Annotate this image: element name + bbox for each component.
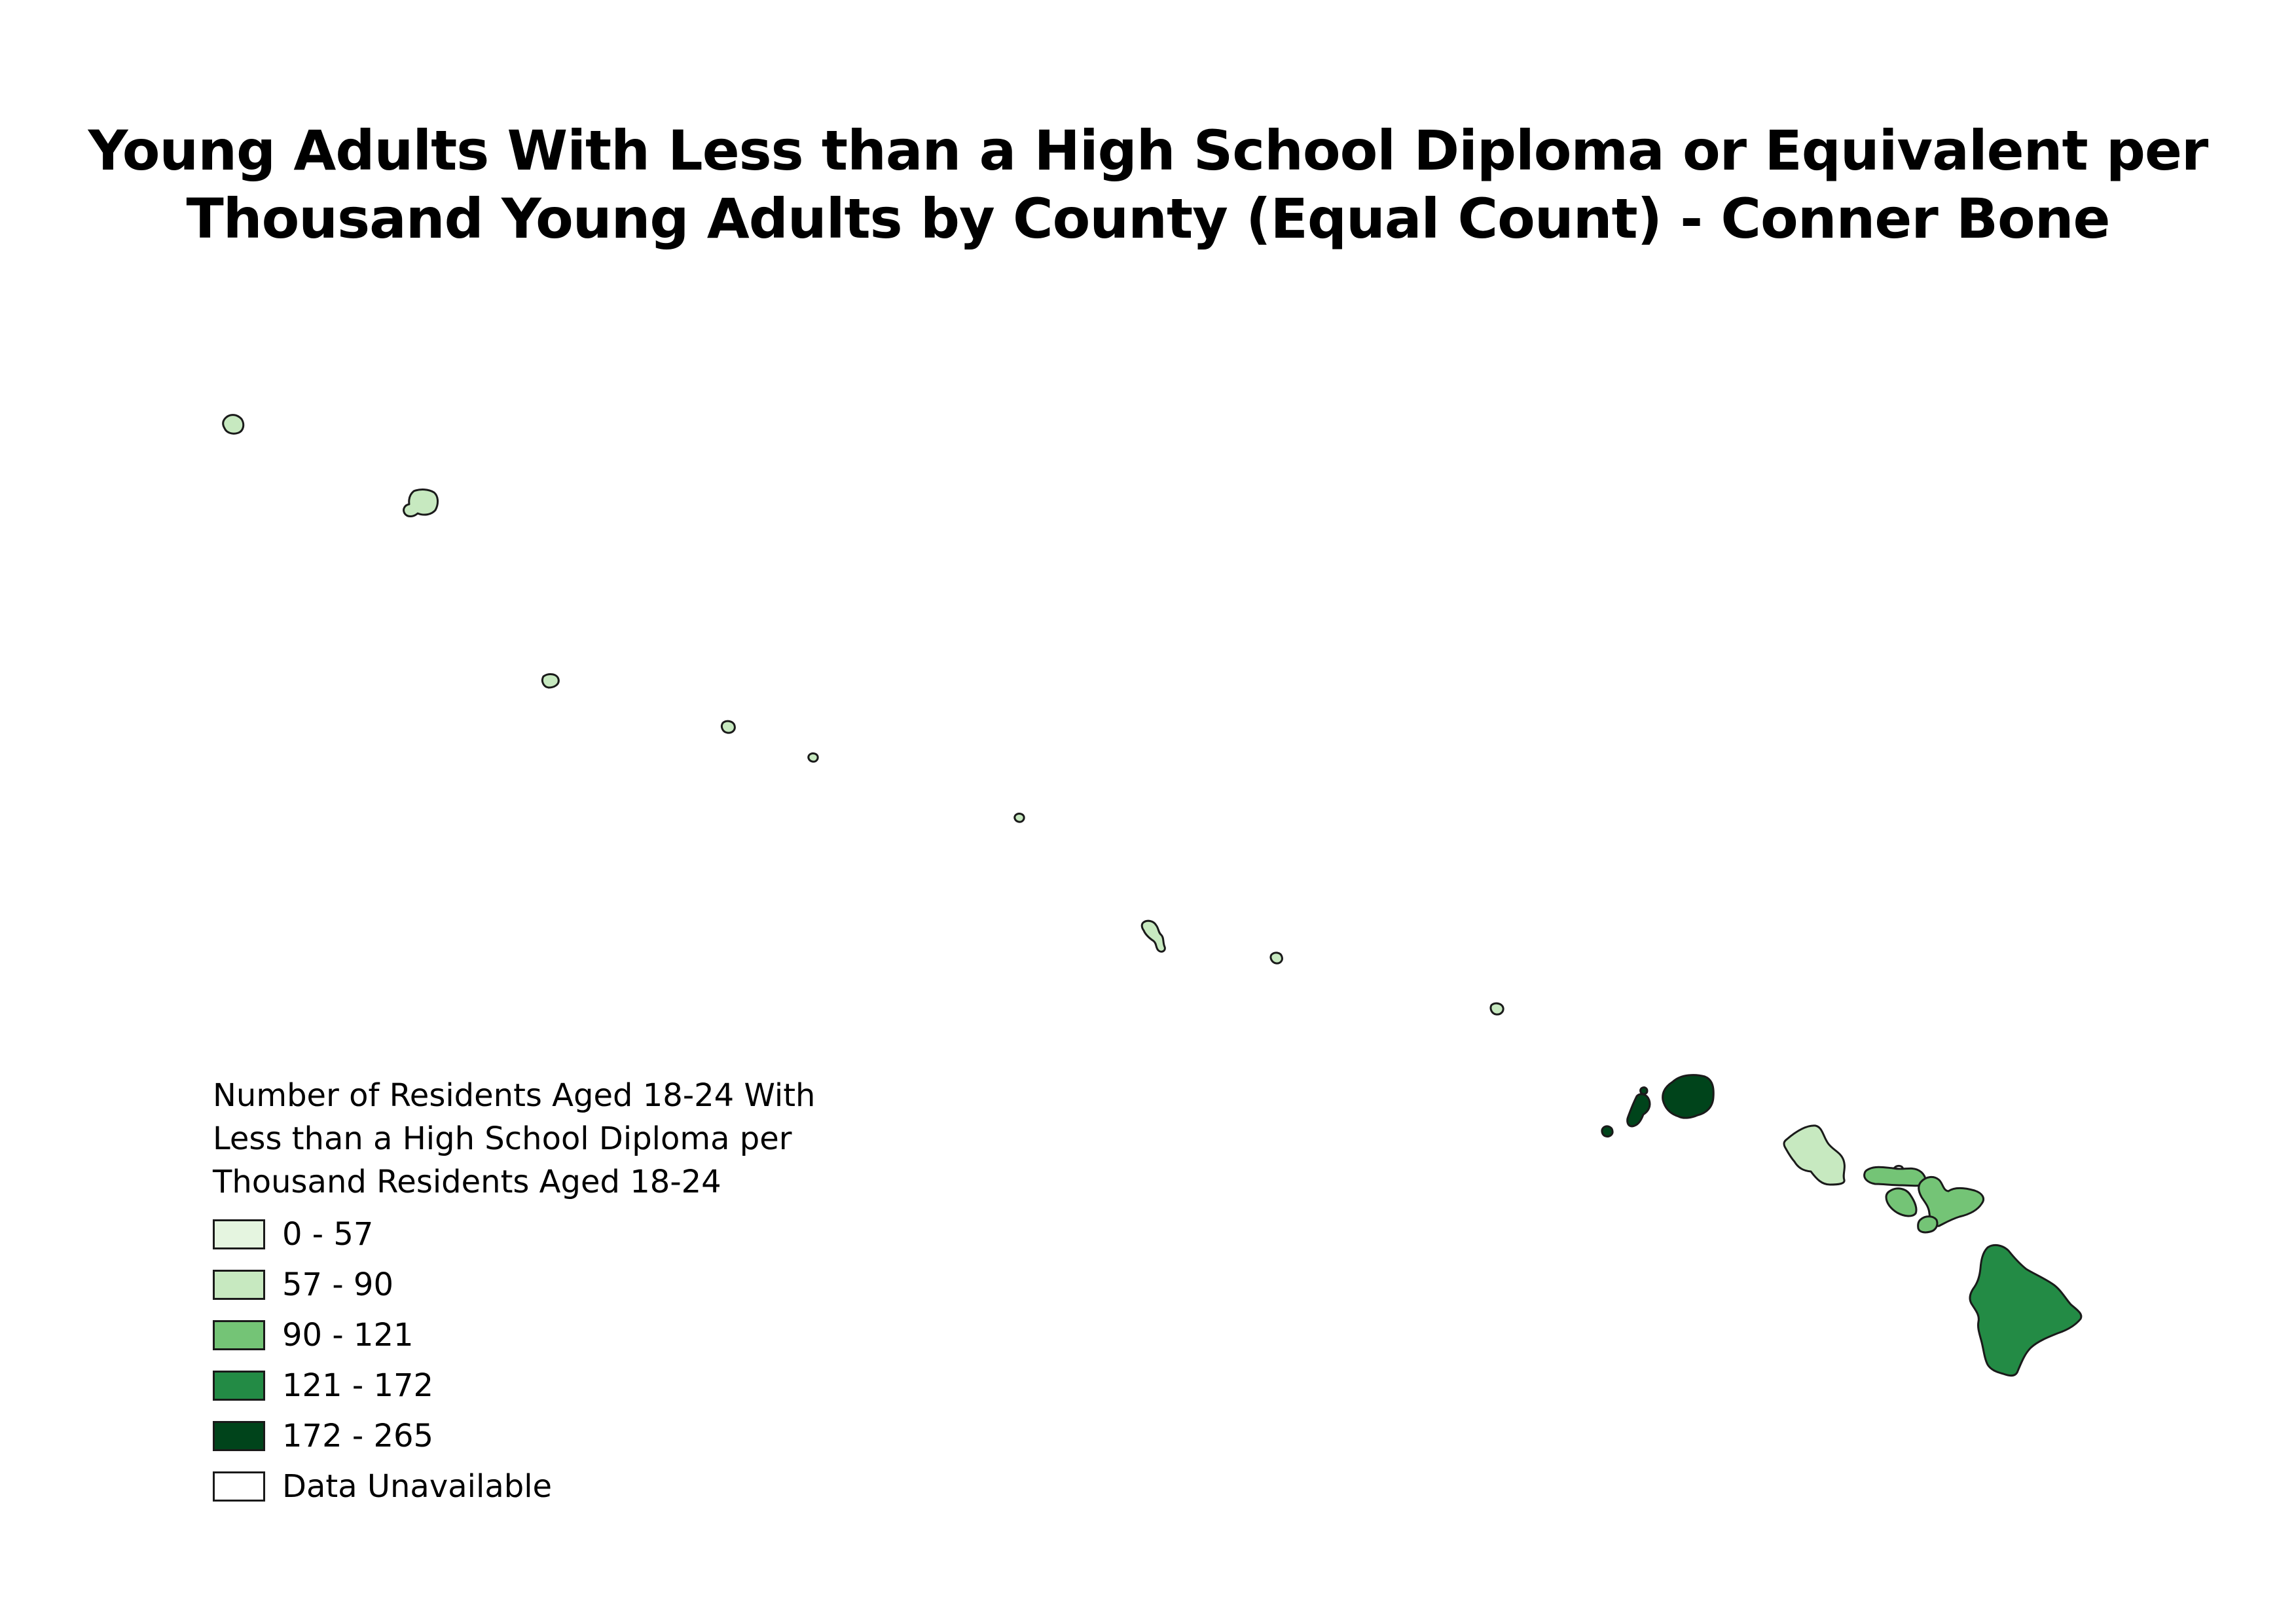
map-regions xyxy=(222,414,2083,1377)
region-nihoa xyxy=(1489,1002,1504,1016)
kahoolawe-island-shape xyxy=(1917,1215,1939,1234)
kauai-island-shape xyxy=(1662,1074,1715,1119)
region-maui-county xyxy=(1863,1166,1984,1234)
molokai-island-shape xyxy=(1863,1166,1927,1187)
map-title-line-2: Thousand Young Adults by County (Equal C… xyxy=(186,187,2110,251)
region-necker-island xyxy=(1269,951,1283,965)
region-gardner-pinnacles xyxy=(1013,813,1025,823)
legend-item-data-unavailable: Data Unavailable xyxy=(213,1461,867,1511)
legend-label: 57 - 90 xyxy=(282,1266,393,1303)
legend-items: 0 - 57 57 - 90 90 - 121 121 - 172 172 - … xyxy=(213,1209,867,1511)
legend-label: 121 - 172 xyxy=(282,1367,434,1404)
legend-swatch xyxy=(213,1320,265,1350)
legend-label: 0 - 57 xyxy=(282,1215,374,1253)
legend-swatch xyxy=(213,1471,265,1502)
legend-swatch xyxy=(213,1219,265,1249)
region-pearl-hermes-atoll xyxy=(541,673,560,689)
region-kure-atoll xyxy=(222,414,245,435)
legend-swatch xyxy=(213,1420,265,1451)
region-laysan-island xyxy=(807,752,819,763)
legend-item-0-57: 0 - 57 xyxy=(213,1209,867,1259)
lanai-island-shape xyxy=(1885,1187,1918,1217)
legend-swatch xyxy=(213,1370,265,1401)
maui-island-shape xyxy=(1918,1176,1984,1227)
map-title: Young Adults With Less than a High Schoo… xyxy=(0,117,2296,253)
kaula-island-shape xyxy=(1601,1125,1614,1137)
region-kauai-county xyxy=(1601,1074,1715,1137)
niihau-island-shape xyxy=(1626,1093,1651,1128)
region-lisianski-island xyxy=(720,720,736,734)
region-hawaii-county xyxy=(1969,1244,2083,1377)
map-legend: Number of Residents Aged 18-24 With Less… xyxy=(213,1074,867,1511)
legend-item-90-121: 90 - 121 xyxy=(213,1310,867,1360)
legend-item-172-265: 172 - 265 xyxy=(213,1411,867,1461)
legend-label: Data Unavailable xyxy=(282,1467,553,1505)
legend-label: 172 - 265 xyxy=(282,1417,434,1454)
lehua-island-shape xyxy=(1639,1086,1649,1096)
legend-item-121-172: 121 - 172 xyxy=(213,1360,867,1411)
map-title-line-1: Young Adults With Less than a High Schoo… xyxy=(88,119,2209,183)
legend-item-57-90: 57 - 90 xyxy=(213,1259,867,1310)
region-french-frigate-shoals xyxy=(1140,919,1166,953)
legend-label: 90 - 121 xyxy=(282,1316,414,1354)
legend-title: Number of Residents Aged 18-24 With Less… xyxy=(213,1077,816,1200)
region-midway-atoll xyxy=(403,489,439,517)
region-honolulu-county xyxy=(1783,1124,1846,1186)
legend-swatch xyxy=(213,1269,265,1300)
